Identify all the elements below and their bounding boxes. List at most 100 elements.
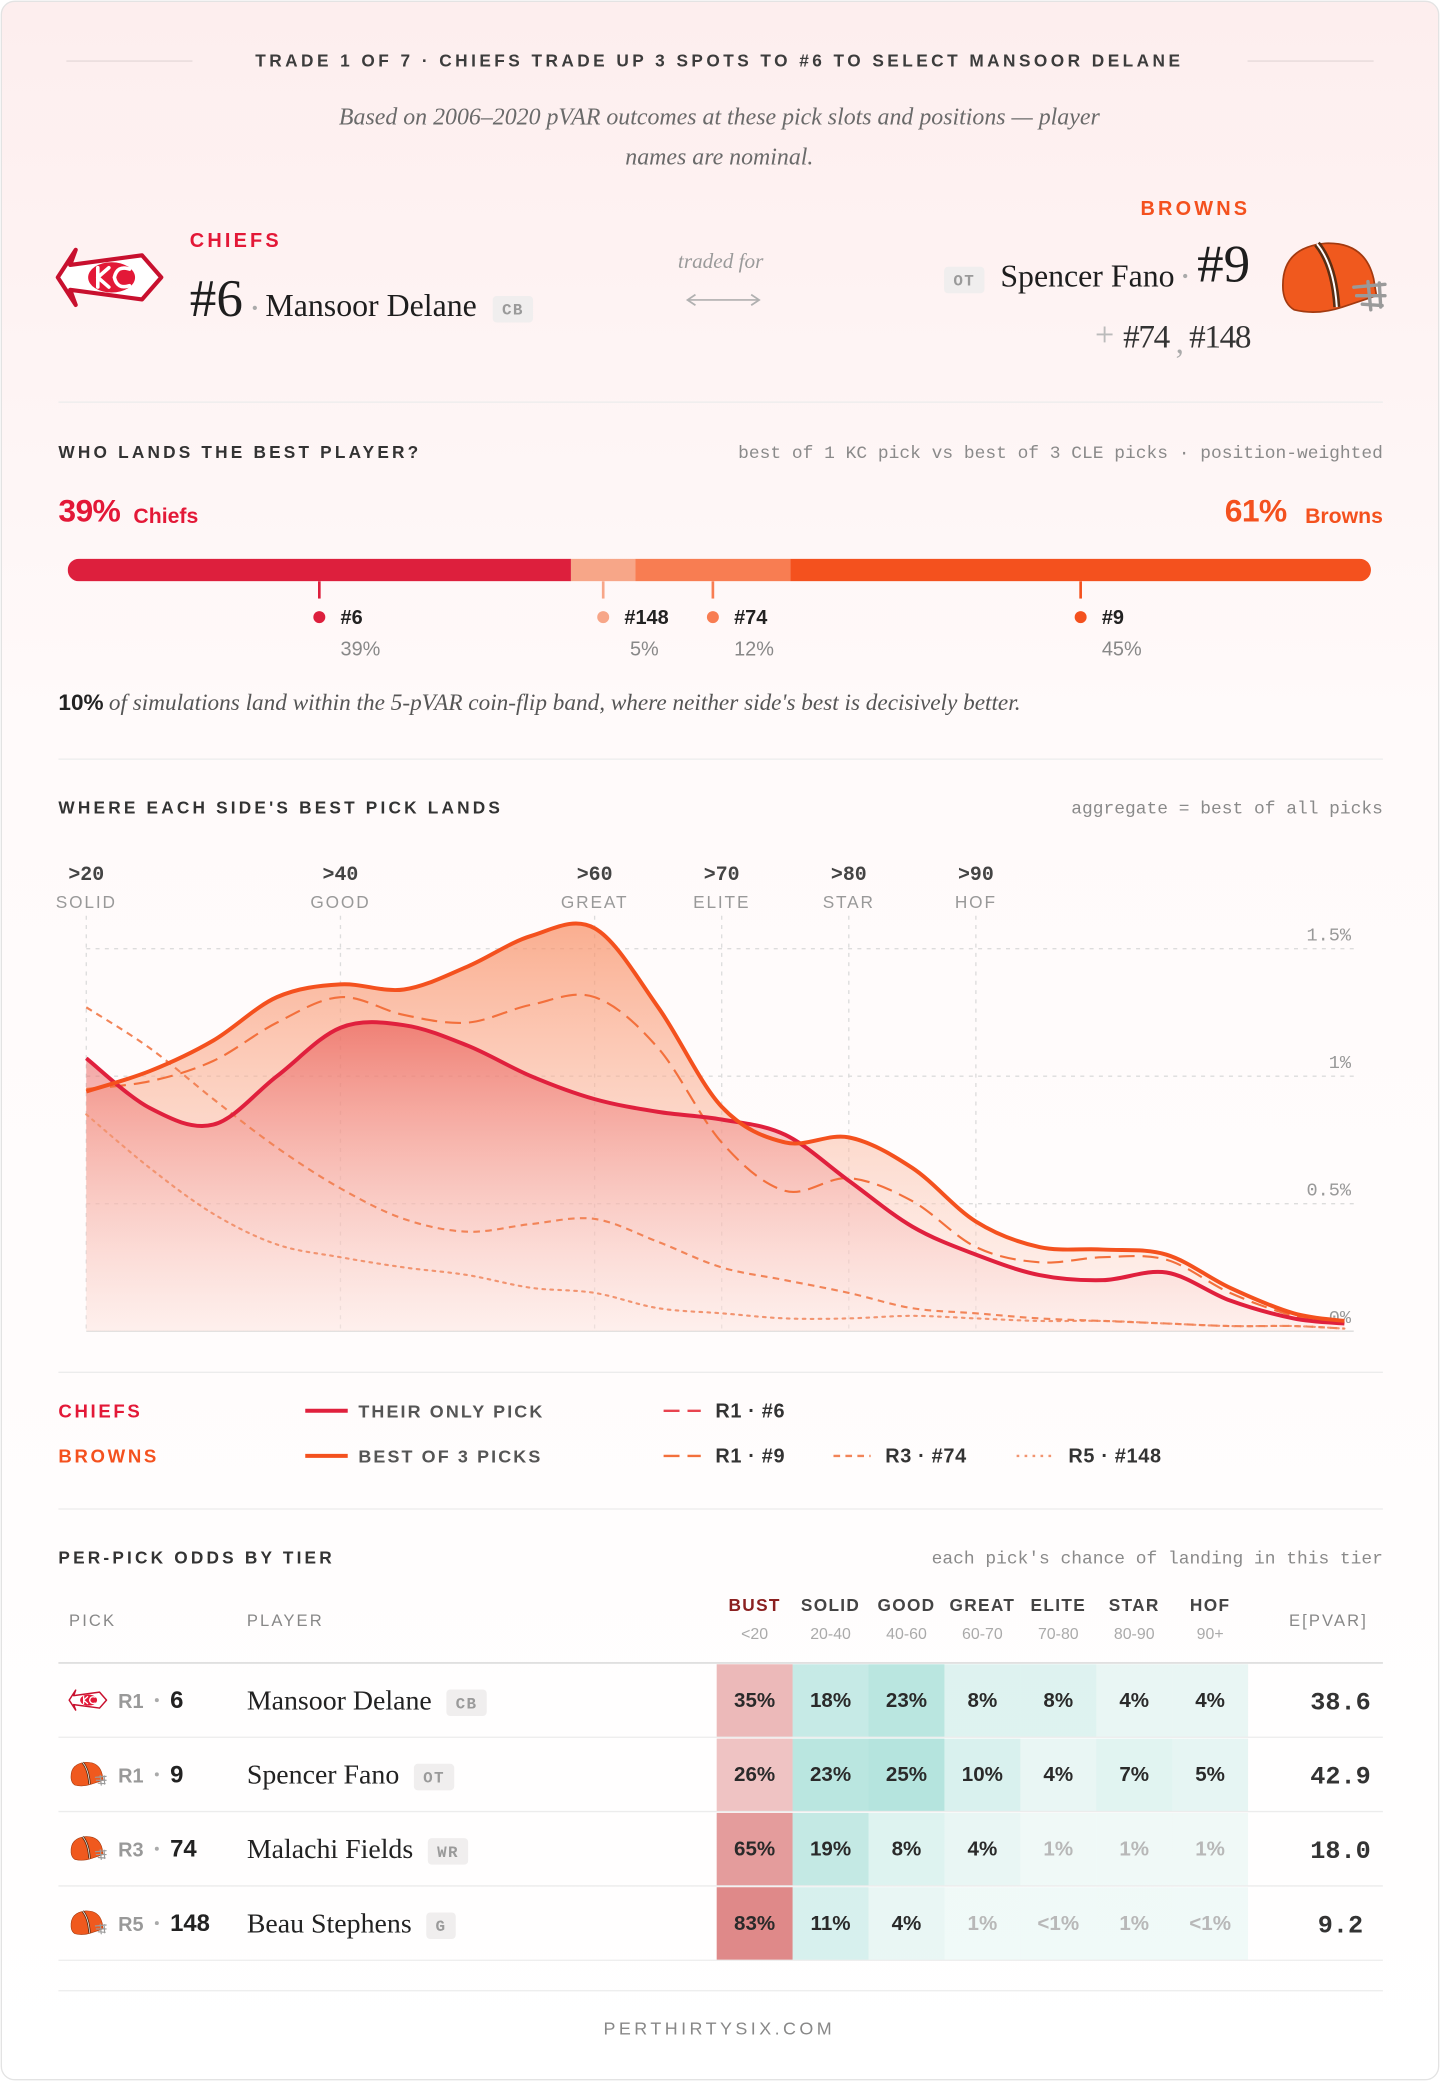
odds-label: 11%	[811, 1912, 851, 1935]
separator-dot	[313, 611, 326, 624]
odds-label: 8%	[892, 1838, 922, 1861]
round: R3	[118, 1840, 143, 1862]
trade-arrow	[685, 293, 761, 306]
expected-value: 9.2	[1318, 1911, 1363, 1940]
legend-label: R1 · #9	[715, 1446, 785, 1468]
player-name: Spencer Fano	[1000, 259, 1174, 294]
extra-separator: ,	[1176, 324, 1183, 361]
odds-cell	[868, 1664, 945, 1738]
odds-label: 83%	[734, 1912, 775, 1935]
separator-dot	[154, 1846, 159, 1851]
odds-label: 1%	[1195, 1838, 1225, 1861]
odds-label: 4%	[892, 1912, 922, 1935]
odds-label: 10%	[962, 1763, 1003, 1786]
share-segment	[635, 558, 791, 582]
odds-label: 4%	[1119, 1689, 1149, 1712]
x-tick-label: >70	[704, 863, 740, 886]
tier-range: 20-40	[810, 1626, 851, 1643]
line	[85, 921, 1345, 1323]
legend-label: R3 · #74	[885, 1446, 967, 1468]
position-badge: CB	[456, 1695, 478, 1713]
badge-bg	[944, 266, 985, 294]
odds-label: <1%	[1189, 1912, 1231, 1935]
line	[85, 1020, 1345, 1326]
x-tick-label: >40	[323, 863, 359, 886]
odds-cell	[1020, 1812, 1097, 1886]
tier-header: STAR	[1109, 1595, 1160, 1615]
share-name: Chiefs	[133, 505, 198, 528]
chiefs-logo	[58, 250, 162, 305]
odds-label: 25%	[886, 1763, 927, 1786]
odds-cell	[716, 1664, 793, 1738]
share-segment	[570, 558, 636, 582]
tier-label: GOOD	[310, 892, 370, 912]
x-tick-label: >90	[958, 863, 994, 886]
odds-label: 35%	[734, 1689, 775, 1712]
expected-value: 42.9	[1310, 1763, 1371, 1792]
odds-cell	[868, 1812, 945, 1886]
badge-bg	[446, 1689, 487, 1717]
odds-label: 23%	[886, 1689, 927, 1712]
separator-dot	[1183, 273, 1188, 279]
section-note: aggregate = best of all picks	[1071, 800, 1383, 820]
odds-label: 4%	[1195, 1689, 1225, 1712]
section-note: each pick's chance of landing in this ti…	[932, 1549, 1383, 1569]
tier-range: 90+	[1197, 1626, 1224, 1643]
footnote: of simulations land within the 5-pVAR co…	[109, 690, 1021, 716]
odds-label: 19%	[810, 1838, 851, 1861]
odds-cell	[944, 1887, 1021, 1961]
odds-cell	[1020, 1664, 1097, 1738]
odds-label: 1%	[1119, 1838, 1149, 1861]
round: R5	[118, 1914, 143, 1936]
separator-dot	[154, 1698, 159, 1703]
player-name: Spencer Fano	[247, 1760, 399, 1791]
round: R1	[118, 1691, 143, 1713]
odds-label: 1%	[1043, 1838, 1073, 1861]
pick-number: #6	[190, 270, 243, 328]
badge-bg	[413, 1763, 455, 1791]
odds-label: 23%	[810, 1763, 851, 1786]
trade-note: traded for	[678, 249, 764, 273]
odds-cell	[868, 1738, 945, 1812]
separator-dot	[154, 1772, 159, 1777]
separator-dot	[597, 611, 610, 624]
odds-label: 18%	[810, 1689, 851, 1712]
position-badge: WR	[437, 1844, 459, 1862]
odds-cell	[1172, 1812, 1249, 1886]
line	[86, 993, 1345, 1325]
odds-cell	[1096, 1887, 1173, 1961]
team-logo	[68, 1689, 108, 1711]
team-name: BROWNS	[1140, 198, 1250, 220]
odds-cell	[944, 1738, 1021, 1812]
legend-label: BEST OF 3 PICKS	[358, 1447, 542, 1467]
column-header: PICK	[69, 1611, 116, 1630]
odds-cell	[792, 1664, 869, 1738]
player-name: Beau Stephens	[247, 1908, 412, 1939]
odds-label: 1%	[1119, 1912, 1149, 1935]
round: R1	[118, 1765, 143, 1787]
separator-dot	[706, 611, 719, 624]
badge-bg	[427, 1838, 469, 1865]
tier-label: SOLID	[56, 892, 117, 912]
odds-cell	[1096, 1812, 1173, 1886]
odds-cell	[1172, 1738, 1249, 1812]
odds-label: 1%	[968, 1912, 998, 1935]
odds-cell	[1020, 1887, 1097, 1961]
odds-label: 7%	[1119, 1763, 1149, 1786]
pick-number: 148	[170, 1910, 210, 1937]
tier-range: <20	[741, 1626, 768, 1643]
tier-header: BUST	[728, 1595, 780, 1615]
share: 61%	[1225, 493, 1287, 529]
tier-label: ELITE	[693, 892, 750, 912]
pick-number: 6	[170, 1687, 183, 1714]
tier-range: 40-60	[886, 1626, 927, 1643]
share: 39%	[58, 493, 120, 529]
tier-range: 60-70	[962, 1626, 1003, 1643]
subtitle: Based on 2006–2020 pVAR outcomes at thes…	[339, 105, 1101, 171]
segment-value: 12%	[734, 639, 774, 661]
position-badge: CB	[502, 302, 524, 320]
tier-label: GREAT	[561, 892, 628, 912]
footnote-lead: 10%	[58, 690, 103, 715]
